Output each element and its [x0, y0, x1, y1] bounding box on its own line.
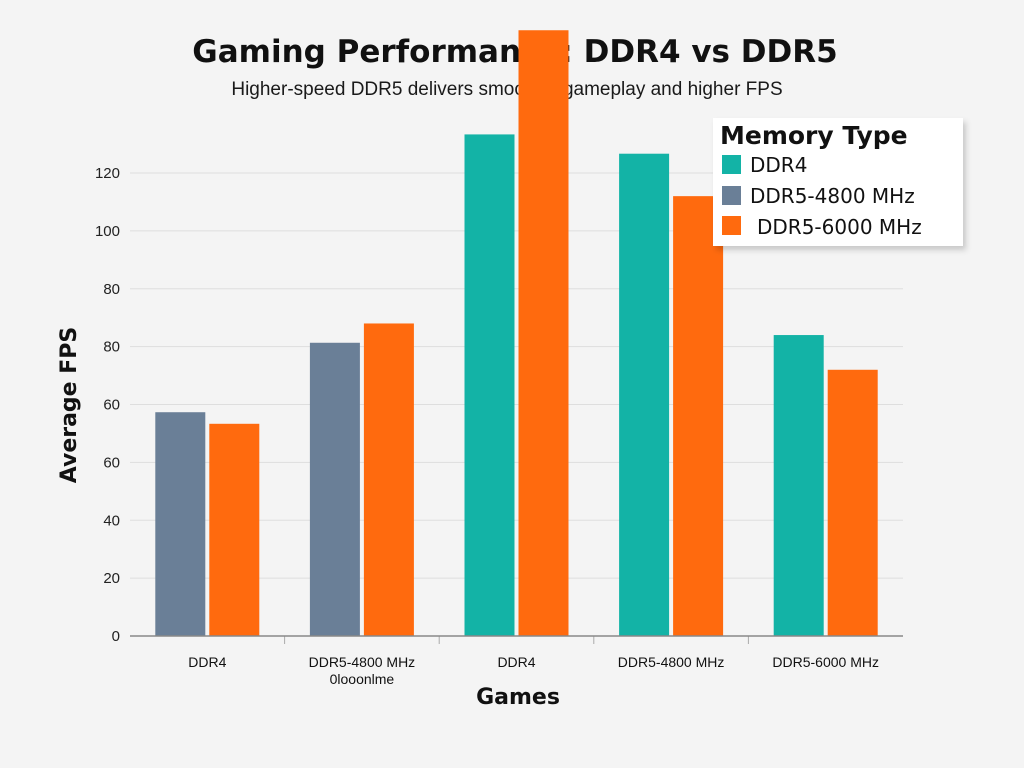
- y-tick-label: 0: [112, 628, 120, 645]
- legend: Memory Type DDR4 DDR5-4800 MHz DDR5-6000…: [713, 118, 963, 246]
- y-tick-label: 80: [103, 281, 120, 298]
- bar-ddr5-6000-mhz: [363, 323, 414, 636]
- bars: [155, 30, 878, 637]
- bar-ddr5-6000-mhz: [518, 30, 569, 637]
- legend-box: [713, 118, 963, 246]
- x-category-label: DDR5-6000 MHz: [772, 654, 879, 670]
- x-category-label: DDR4: [497, 654, 535, 670]
- x-category-label: DDR4: [188, 654, 226, 670]
- chart-title: Gaming Performance: DDR4 vs DDR5: [192, 34, 837, 70]
- bar-ddr4: [773, 335, 824, 636]
- legend-label-ddr5-4800: DDR5-4800 MHz: [750, 184, 915, 208]
- legend-swatch-ddr5-4800: [722, 186, 741, 205]
- bar-ddr5-4800-mhz: [155, 412, 206, 636]
- y-tick-label: 100: [95, 223, 120, 240]
- bar-ddr4: [464, 134, 515, 636]
- x-axis-title: Games: [476, 685, 560, 710]
- y-axis-ticks: 0 20 40 60 60 80 80 100 120: [95, 165, 120, 645]
- legend-title: Memory Type: [720, 121, 908, 150]
- y-tick-label: 20: [103, 570, 120, 587]
- x-category-label: DDR5-4800 MHz: [309, 654, 416, 670]
- chart-subtitle: Higher-speed DDR5 delivers smoother game…: [231, 79, 782, 100]
- legend-swatch-ddr4: [722, 155, 741, 174]
- y-tick-label: 80: [103, 339, 120, 356]
- bar-ddr5-4800-mhz: [309, 342, 360, 636]
- legend-swatch-ddr5-6000: [722, 216, 741, 235]
- y-tick-label: 120: [95, 165, 120, 182]
- y-tick-label: 60: [103, 397, 120, 414]
- y-tick-label: 60: [103, 454, 120, 471]
- x-category-sublabel: 0looonlme: [330, 671, 395, 687]
- x-category-label: DDR5-4800 MHz: [618, 654, 725, 670]
- y-axis-title: Average FPS: [57, 327, 82, 484]
- legend-label-ddr5-6000: DDR5-6000 MHz: [757, 215, 922, 239]
- bar-ddr5-6000-mhz: [209, 423, 260, 636]
- bar-ddr5-6000-mhz: [827, 369, 878, 636]
- bar-ddr5-6000-mhz: [673, 196, 724, 636]
- bar-ddr4: [619, 153, 670, 637]
- y-tick-label: 40: [103, 512, 120, 529]
- legend-label-ddr4: DDR4: [750, 153, 807, 177]
